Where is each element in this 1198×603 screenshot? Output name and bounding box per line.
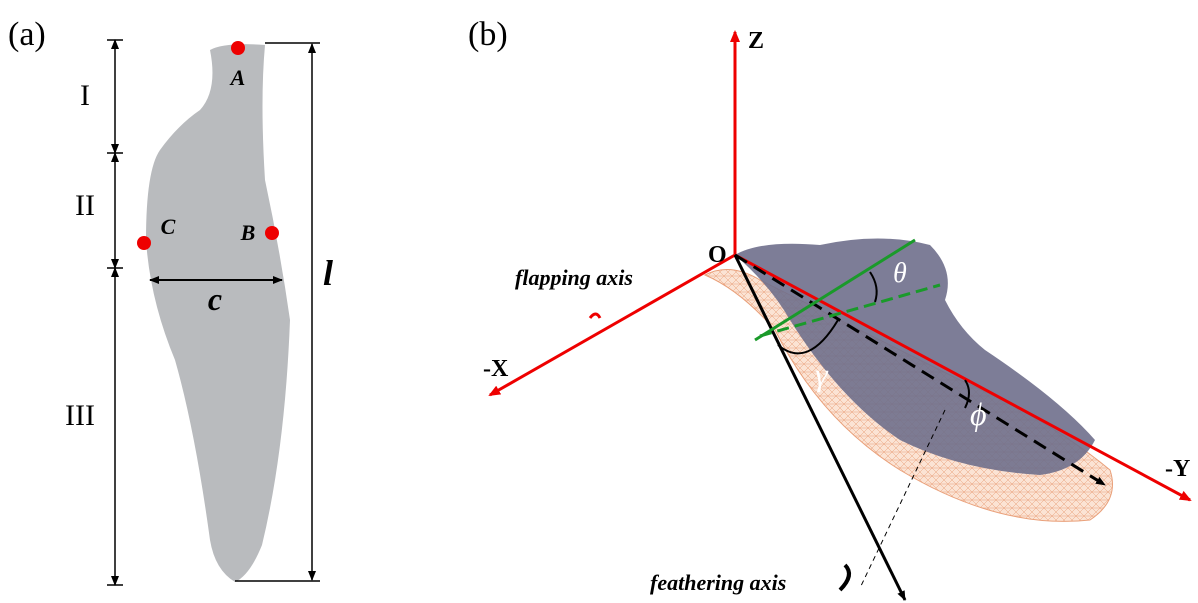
segment-label: II xyxy=(75,189,95,222)
point-label: A xyxy=(229,65,246,90)
axis-label: -X xyxy=(483,356,509,382)
rotation-arrow xyxy=(590,314,600,318)
length-label: l xyxy=(323,253,333,293)
angle-label: ϕ xyxy=(970,396,987,432)
panel-a: (a) I II III A B C c l xyxy=(8,16,333,585)
figure: (a) I II III A B C c l (b) xyxy=(0,0,1198,603)
origin-label: O xyxy=(708,242,727,268)
point xyxy=(231,41,245,55)
panel-b: (b) Z O -X -Y flapping axis feathering a… xyxy=(468,16,1190,600)
angle-label: γ xyxy=(815,356,829,392)
axis-label: -Y xyxy=(1165,456,1190,482)
angle-label: θ xyxy=(893,258,907,289)
axis-label: Z xyxy=(748,28,764,54)
rotation-arrow xyxy=(840,565,849,590)
segment-label: I xyxy=(80,79,90,112)
segment-label: III xyxy=(65,399,95,432)
axis-name: flapping axis xyxy=(515,265,633,290)
panel-label: (b) xyxy=(468,16,508,53)
point-label: B xyxy=(240,220,256,245)
panel-label: (a) xyxy=(8,16,46,53)
point-label: C xyxy=(161,214,176,239)
point xyxy=(137,236,151,250)
axis-name: feathering axis xyxy=(650,570,786,595)
chord-label: c xyxy=(208,281,222,317)
point xyxy=(265,226,279,240)
wing-shape xyxy=(735,239,1095,476)
